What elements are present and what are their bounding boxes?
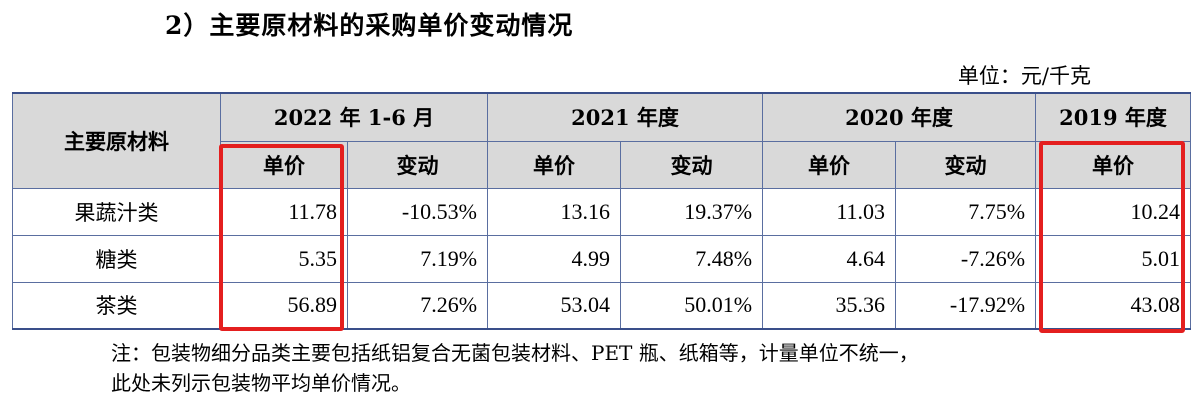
subheader-change: 变动 <box>895 140 1037 189</box>
change-cell: 19.37% <box>620 187 764 236</box>
subheader-price: 单价 <box>762 140 897 189</box>
unit-label: 单位：元/千克 <box>957 64 1091 88</box>
footnote-line: 注：包装物细分品类主要包括纸铝复合无菌包装材料、PET 瓶、纸箱等，计量单位不统… <box>111 341 919 365</box>
change-cell: 50.01% <box>620 281 764 330</box>
period-header-2020: 2020 年度 <box>762 92 1037 142</box>
price-cell: 5.01 <box>1035 234 1192 283</box>
table-row: 果蔬汁类 11.78 -10.53% 13.16 19.37% 11.03 7.… <box>12 187 1192 236</box>
price-cell: 4.64 <box>762 234 897 283</box>
price-cell: 11.78 <box>220 187 348 236</box>
period-header-2019: 2019 年度 <box>1035 92 1192 142</box>
material-name: 果蔬汁类 <box>12 187 221 236</box>
table-footnote: 注：包装物细分品类主要包括纸铝复合无菌包装材料、PET 瓶、纸箱等，计量单位不统… <box>111 338 919 398</box>
subheader-price: 单价 <box>1035 140 1192 189</box>
raw-material-price-table: 主要原材料 2022 年 1-6 月 2021 年度 2020 年度 2019 … <box>12 92 1192 330</box>
highlight-box-2019-price <box>1039 141 1185 333</box>
change-cell: -10.53% <box>346 187 489 236</box>
period-header-2022h1: 2022 年 1-6 月 <box>219 92 489 142</box>
subheader-price: 单价 <box>487 140 622 189</box>
price-cell: 56.89 <box>220 281 348 330</box>
table-row: 茶类 56.89 7.26% 53.04 50.01% 35.36 -17.92… <box>12 281 1192 330</box>
row-header-material: 主要原材料 <box>12 92 221 189</box>
price-cell: 53.04 <box>487 281 622 330</box>
price-cell: 43.08 <box>1035 281 1192 330</box>
period-header-row: 主要原材料 2022 年 1-6 月 2021 年度 2020 年度 2019 … <box>12 92 1192 189</box>
subheader-change: 变动 <box>346 140 489 189</box>
footnote-line: 此处未列示包装物平均单价情况。 <box>111 371 411 395</box>
change-cell: 7.75% <box>895 187 1037 236</box>
change-cell: 7.26% <box>346 281 489 330</box>
subheader-price: 单价 <box>220 140 348 189</box>
price-cell: 4.99 <box>487 234 622 283</box>
material-name: 糖类 <box>12 234 221 283</box>
table-row: 糖类 5.35 7.19% 4.99 7.48% 4.64 -7.26% 5.0… <box>12 234 1192 283</box>
change-cell: -17.92% <box>895 281 1037 330</box>
subheader-row: 单价 变动 单价 变动 单价 变动 单价 <box>13 140 1192 189</box>
material-name: 茶类 <box>12 281 221 330</box>
change-cell: -7.26% <box>895 234 1037 283</box>
price-cell: 10.24 <box>1035 187 1192 236</box>
price-cell: 11.03 <box>762 187 897 236</box>
change-cell: 7.19% <box>346 234 489 283</box>
section-title: 2）主要原材料的采购单价变动情况 <box>165 11 574 40</box>
period-header-2021: 2021 年度 <box>487 92 764 142</box>
highlight-box-2022h1-price <box>219 144 344 331</box>
subheader-change: 变动 <box>620 140 764 189</box>
change-cell: 7.48% <box>620 234 764 283</box>
price-cell: 13.16 <box>487 187 622 236</box>
price-cell: 35.36 <box>762 281 897 330</box>
